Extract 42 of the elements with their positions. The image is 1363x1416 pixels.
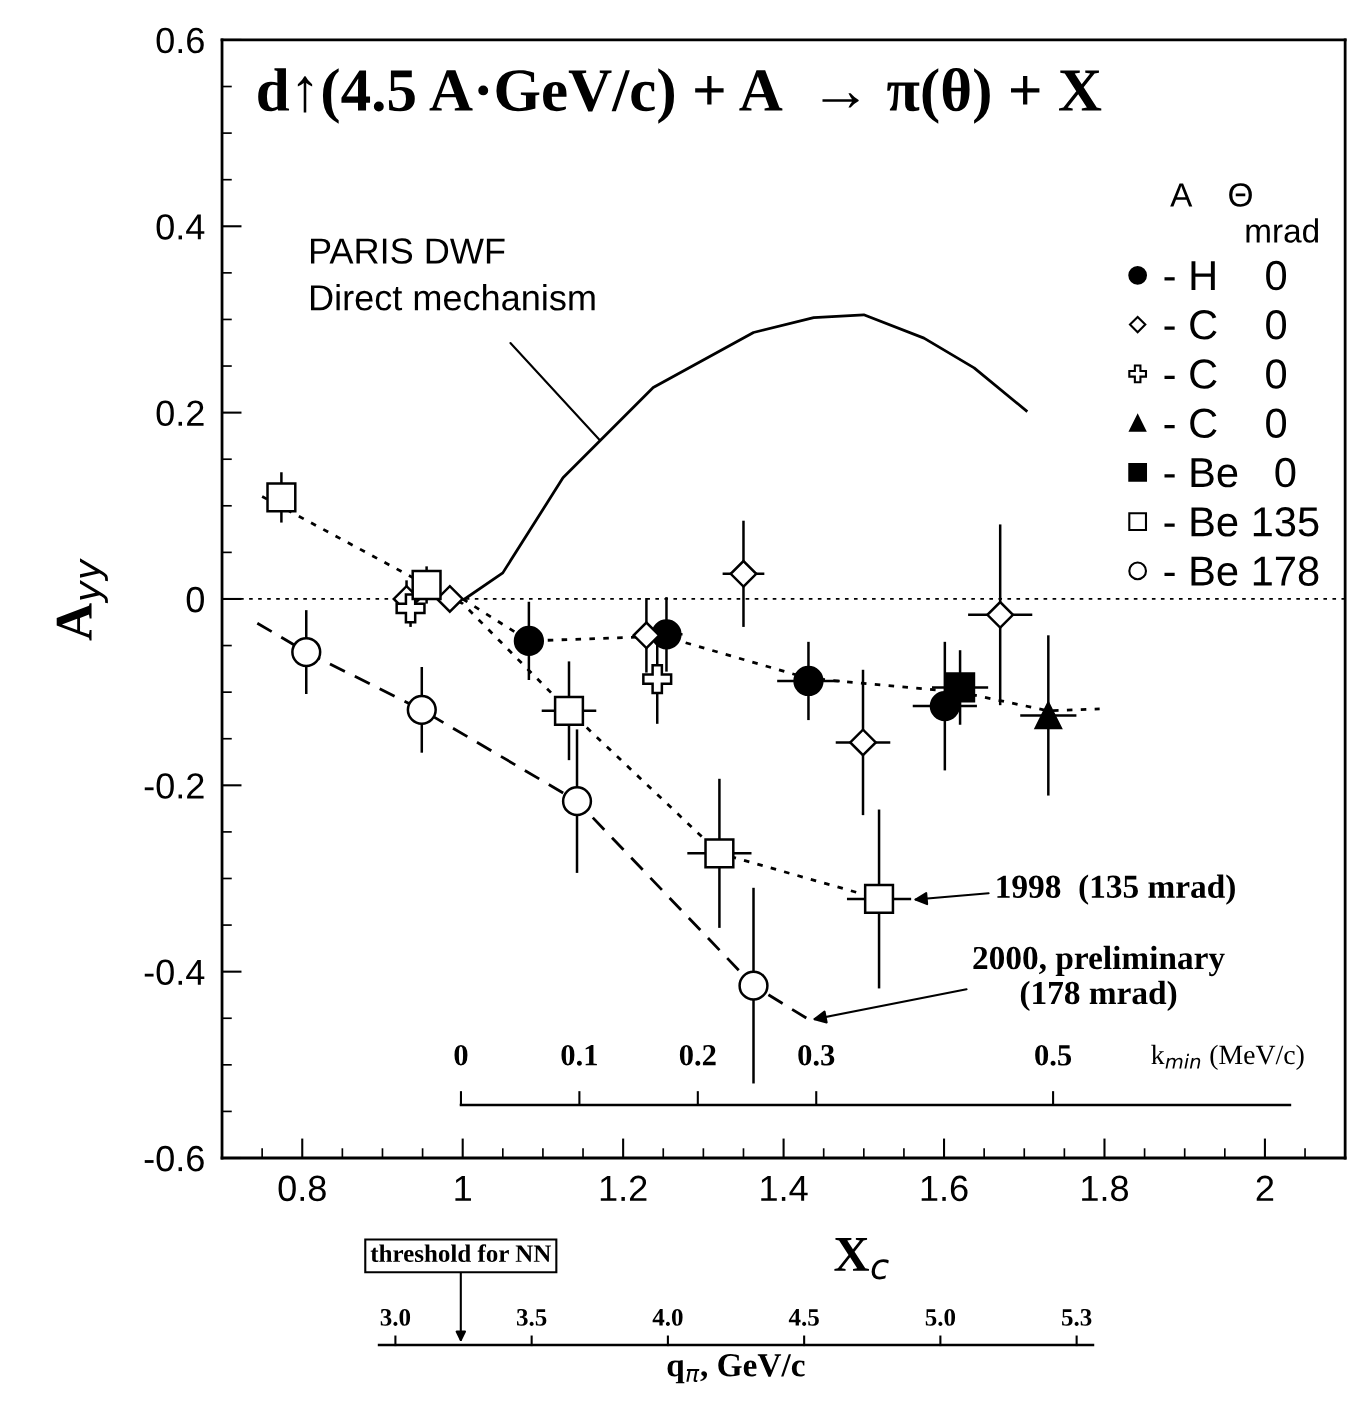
x2-tick-label: 0.5: [1035, 1044, 1072, 1066]
x2-axis-title: k$_{min}$ (MeV/c): [1151, 1044, 1304, 1070]
legend-title: A Θ mrad: [1170, 183, 1319, 243]
text: 4.5: [788, 1309, 819, 1326]
x2-tick-label: 0.1: [561, 1044, 597, 1066]
legend-label: - H 0: [1164, 260, 1287, 291]
x-tick-label: 2: [1256, 1175, 1274, 1201]
x-tick-label: 0.8: [278, 1175, 326, 1202]
legend-label: - Be 178: [1164, 556, 1319, 586]
annotation: 2000, preliminary (178 mrad): [973, 945, 1225, 1012]
annotation: 1998 (135 mrad): [997, 874, 1235, 905]
x2-tick-label: 0.2: [679, 1044, 716, 1066]
x-tick-label: 1.6: [921, 1175, 968, 1202]
x-tick-label: 1.8: [1082, 1175, 1129, 1202]
y-tick-label: 0.4: [156, 214, 205, 240]
chart-title: d↑(4.5 A·GeV/c) + A → π(θ) + X: [258, 67, 1102, 124]
x2-tick-label: 0.3: [798, 1044, 835, 1066]
text: 4.0: [652, 1308, 683, 1326]
text: 5.3: [1062, 1309, 1092, 1326]
x2-tick-label: 0: [454, 1044, 468, 1066]
legend-label: - Be 0: [1164, 457, 1296, 488]
annotation: PARIS DWF Direct mechanism: [310, 238, 595, 311]
legend-label: - C 0: [1164, 310, 1287, 340]
text: 3.0: [380, 1308, 411, 1326]
x-tick-label: 1: [455, 1176, 471, 1201]
y-axis-title: A$_{yy}$: [56, 558, 108, 641]
text: threshold for NN: [370, 1244, 552, 1263]
legend-label: - Be 135: [1164, 507, 1319, 537]
legend-label: - C 0: [1164, 408, 1287, 439]
y-tick-label: 0.2: [156, 400, 204, 427]
text: 3.5: [516, 1309, 547, 1326]
legend-label: - C 0: [1164, 359, 1287, 389]
y-tick-label: 0.6: [156, 27, 204, 54]
y-tick-label: -0.2: [144, 773, 204, 799]
y-tick-label: -0.4: [144, 959, 205, 986]
x-axis-title: X$_{c}$: [834, 1237, 889, 1280]
text: q$_{π}$, GeV/c: [667, 1354, 805, 1384]
text: 5.0: [925, 1308, 956, 1326]
y-tick-label: 0: [186, 586, 204, 613]
y-tick-label: -0.6: [144, 1145, 204, 1172]
x-tick-label: 1.2: [600, 1175, 647, 1201]
x-tick-label: 1.4: [761, 1176, 808, 1201]
